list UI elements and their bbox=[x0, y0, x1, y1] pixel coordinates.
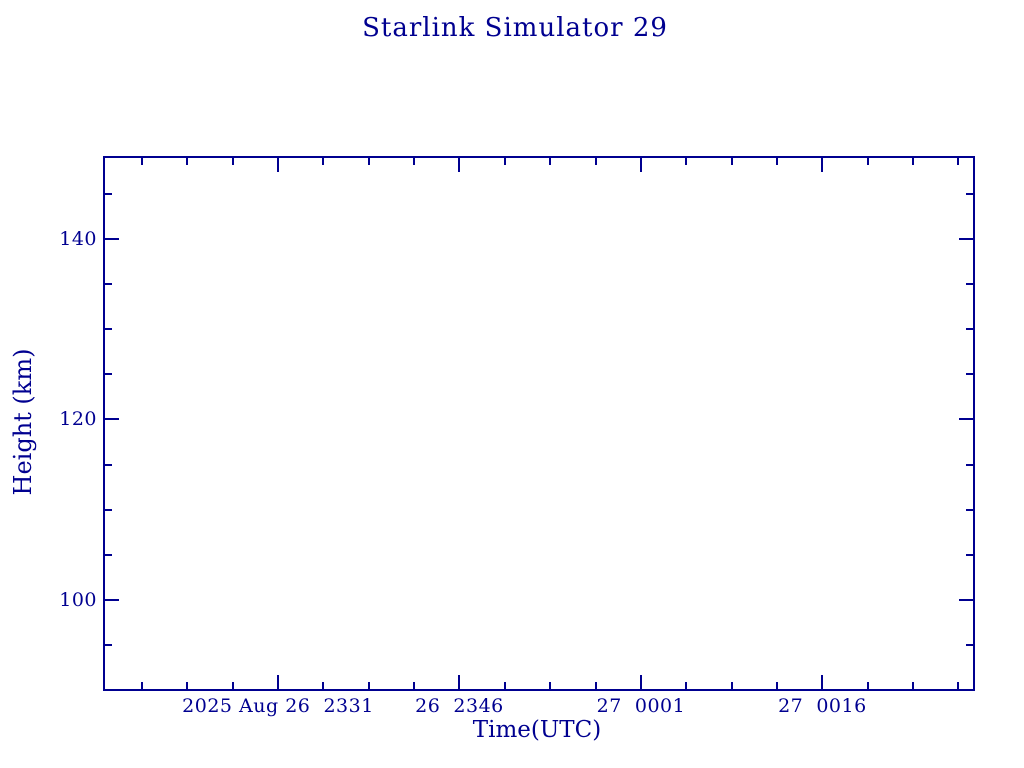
x-minor-tick-top bbox=[504, 158, 506, 165]
x-minor-tick-top bbox=[731, 158, 733, 165]
x-minor-tick bbox=[957, 682, 959, 689]
x-minor-tick-top bbox=[776, 158, 778, 165]
x-minor-tick bbox=[504, 682, 506, 689]
y-minor-tick bbox=[105, 554, 112, 556]
x-minor-tick-top bbox=[322, 158, 324, 165]
y-minor-tick bbox=[105, 509, 112, 511]
y-major-tick-right bbox=[959, 418, 973, 420]
x-minor-tick-top bbox=[685, 158, 687, 165]
y-tick-label: 140 bbox=[59, 228, 97, 251]
x-minor-tick bbox=[368, 682, 370, 689]
y-minor-tick bbox=[105, 644, 112, 646]
x-minor-tick bbox=[685, 682, 687, 689]
y-minor-tick-right bbox=[966, 554, 973, 556]
x-major-tick-top bbox=[277, 158, 279, 172]
x-major-tick-top bbox=[458, 158, 460, 172]
y-minor-tick bbox=[105, 373, 112, 375]
x-minor-tick bbox=[867, 682, 869, 689]
y-minor-tick-right bbox=[966, 509, 973, 511]
x-minor-tick bbox=[413, 682, 415, 689]
x-minor-tick bbox=[549, 682, 551, 689]
x-minor-tick-top bbox=[413, 158, 415, 165]
x-axis-label: Time(UTC) bbox=[472, 717, 602, 743]
x-minor-tick-top bbox=[368, 158, 370, 165]
x-minor-tick bbox=[595, 682, 597, 689]
x-minor-tick bbox=[912, 682, 914, 689]
x-tick-label: 2025 Aug 26 2331 bbox=[182, 695, 374, 717]
plot-area bbox=[103, 156, 975, 691]
x-minor-tick-top bbox=[595, 158, 597, 165]
y-minor-tick-right bbox=[966, 193, 973, 195]
y-major-tick bbox=[105, 599, 119, 601]
chart-title: Starlink Simulator 29 bbox=[362, 13, 668, 43]
x-major-tick-top bbox=[821, 158, 823, 172]
y-axis-label: Height (km) bbox=[9, 348, 37, 496]
x-minor-tick bbox=[186, 682, 188, 689]
y-minor-tick-right bbox=[966, 283, 973, 285]
x-major-tick-top bbox=[640, 158, 642, 172]
x-minor-tick bbox=[141, 682, 143, 689]
x-major-tick bbox=[277, 675, 279, 689]
x-minor-tick bbox=[731, 682, 733, 689]
x-minor-tick bbox=[776, 682, 778, 689]
y-minor-tick-right bbox=[966, 328, 973, 330]
y-minor-tick bbox=[105, 283, 112, 285]
y-minor-tick-right bbox=[966, 644, 973, 646]
y-minor-tick bbox=[105, 464, 112, 466]
y-minor-tick bbox=[105, 193, 112, 195]
x-minor-tick-top bbox=[141, 158, 143, 165]
y-major-tick-right bbox=[959, 238, 973, 240]
y-tick-label: 100 bbox=[59, 588, 97, 611]
x-minor-tick-top bbox=[957, 158, 959, 165]
x-minor-tick-top bbox=[186, 158, 188, 165]
x-major-tick bbox=[458, 675, 460, 689]
x-tick-label: 27 0016 bbox=[778, 695, 867, 717]
y-major-tick bbox=[105, 238, 119, 240]
x-minor-tick bbox=[322, 682, 324, 689]
y-major-tick bbox=[105, 418, 119, 420]
y-minor-tick bbox=[105, 328, 112, 330]
x-major-tick bbox=[640, 675, 642, 689]
x-major-tick bbox=[821, 675, 823, 689]
x-minor-tick-top bbox=[912, 158, 914, 165]
y-major-tick-right bbox=[959, 599, 973, 601]
x-tick-label: 26 2346 bbox=[415, 695, 504, 717]
x-tick-label: 27 0001 bbox=[596, 695, 686, 717]
x-minor-tick-top bbox=[232, 158, 234, 165]
y-minor-tick-right bbox=[966, 464, 973, 466]
y-minor-tick-right bbox=[966, 373, 973, 375]
x-minor-tick bbox=[232, 682, 234, 689]
y-tick-label: 120 bbox=[59, 408, 97, 431]
x-minor-tick-top bbox=[549, 158, 551, 165]
x-minor-tick-top bbox=[867, 158, 869, 165]
